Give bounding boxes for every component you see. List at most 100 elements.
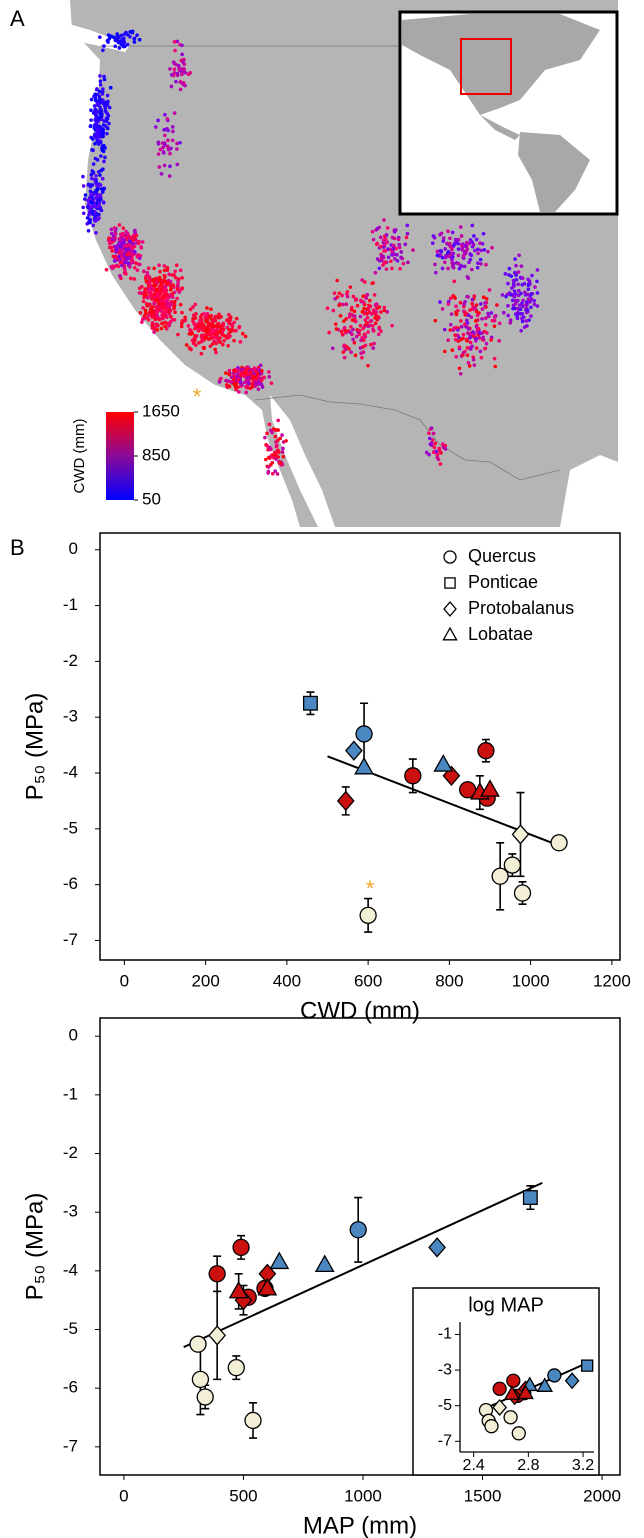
map-point (134, 233, 139, 238)
map-point (448, 244, 453, 249)
map-point (227, 368, 232, 373)
map-point (338, 313, 343, 318)
map-point (452, 279, 457, 284)
map-point (239, 372, 244, 376)
map-point (205, 332, 210, 337)
border (254, 394, 561, 481)
map-point (247, 375, 252, 380)
map-point (527, 300, 532, 304)
map-point (366, 306, 371, 311)
map-point (467, 364, 472, 368)
map-point (234, 328, 238, 333)
map-point (220, 330, 225, 335)
map-point (484, 305, 488, 309)
map-point (358, 346, 363, 350)
map-point (148, 279, 153, 283)
map-point (226, 333, 231, 338)
map-point (381, 238, 386, 243)
map-point (230, 322, 234, 327)
map-point (382, 218, 386, 222)
map-point (525, 308, 530, 312)
south-america (518, 132, 590, 212)
x-tick-label: 1500 (464, 1486, 502, 1505)
map-point (167, 272, 171, 277)
annotation: * (193, 384, 202, 409)
map-point (95, 130, 100, 135)
x-tick-label: 1200 (593, 971, 631, 990)
map-point (513, 312, 518, 316)
map-point (377, 266, 382, 271)
marker (513, 884, 532, 902)
map-point (521, 298, 525, 303)
map-point (160, 321, 164, 326)
map-point (190, 331, 194, 336)
map-point (337, 291, 342, 296)
map-point (99, 117, 104, 122)
map-point (176, 279, 180, 283)
y-tick-label: -1 (438, 1326, 452, 1343)
map-point (457, 366, 462, 371)
map-point (140, 240, 145, 244)
x-tick-label: 2000 (583, 1486, 621, 1505)
map-point (227, 321, 232, 326)
map-point (140, 320, 144, 324)
map-point (122, 238, 127, 242)
map-point (361, 294, 366, 298)
map-point (397, 245, 402, 250)
map-point (168, 67, 172, 71)
map-point (97, 203, 102, 208)
map-point (510, 298, 515, 303)
map-point (159, 282, 164, 286)
map-point (162, 279, 167, 284)
y-axis-label: P₅₀ (MPa) (21, 693, 48, 801)
map-point (144, 301, 149, 306)
map-point (281, 446, 285, 451)
map-point (364, 296, 368, 300)
map-point (532, 298, 537, 303)
map-point (451, 261, 456, 266)
map-point (104, 109, 108, 114)
map-point (81, 184, 86, 188)
y-tick-label: -1 (63, 595, 78, 614)
map-point (245, 385, 249, 390)
map-point (87, 210, 92, 214)
map-point (438, 300, 442, 304)
marker (269, 1251, 290, 1270)
map-point (93, 141, 97, 146)
map-point (452, 326, 456, 331)
map-point (466, 361, 471, 365)
map-point (240, 382, 244, 387)
map-point (270, 471, 275, 476)
map-point (163, 320, 168, 325)
map-point (333, 322, 338, 326)
map-point (159, 326, 164, 331)
marker (580, 1359, 594, 1372)
map-point (262, 375, 266, 380)
map-point (172, 304, 176, 309)
map-point (448, 236, 452, 241)
map-point (376, 314, 380, 319)
map-point (162, 287, 167, 292)
map-point (215, 324, 220, 328)
map-point (96, 127, 100, 132)
map-point (103, 155, 107, 160)
map-point (487, 314, 491, 319)
map-point (161, 150, 166, 155)
map-point (465, 338, 470, 343)
map-point (191, 305, 195, 309)
map-point (109, 231, 114, 236)
map-point (175, 39, 180, 44)
map-point (163, 324, 167, 329)
map-point (497, 321, 502, 326)
map-point (484, 262, 488, 267)
map-point (97, 216, 101, 220)
map-point (351, 294, 356, 299)
map-point (141, 299, 146, 304)
map-point (275, 472, 280, 476)
map-point (142, 269, 146, 273)
map-point (486, 249, 490, 254)
map-point (441, 239, 446, 243)
map-point (112, 259, 117, 263)
map-point (127, 251, 132, 255)
map-point (371, 346, 375, 350)
